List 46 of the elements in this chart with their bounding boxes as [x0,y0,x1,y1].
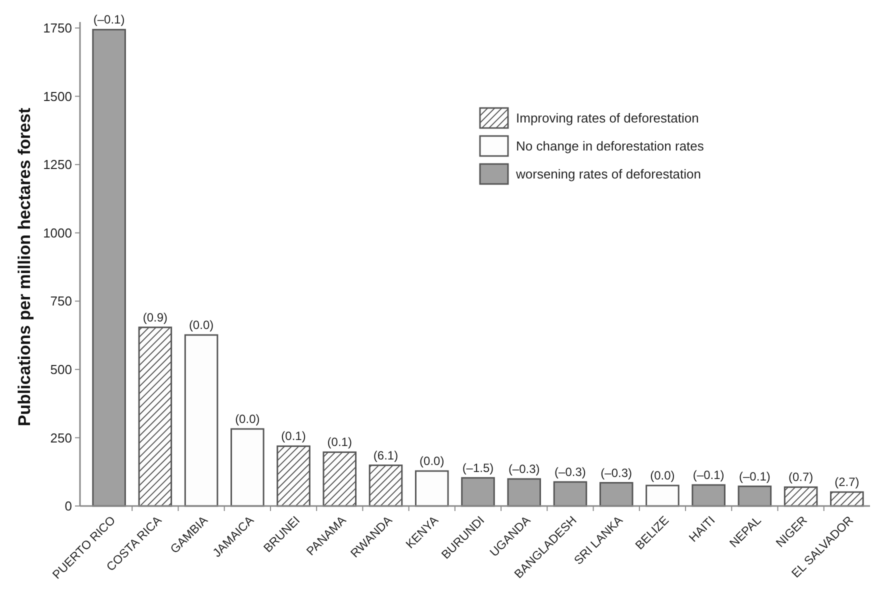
annotation: (–0.3) [508,462,540,476]
annotation: (–0.1) [93,12,125,27]
bar [553,481,588,507]
bar [507,478,542,507]
annotation: (0.7) [788,470,814,484]
bar [414,470,449,507]
y-tick-label: 750 [50,294,72,309]
y-tick-label: 1500 [43,88,72,104]
annotation: (0.1) [281,429,306,444]
y-tick-label: 1250 [43,157,72,172]
y-tick-label: 1000 [43,225,72,240]
legend-label: No change in deforestation rates [516,138,704,154]
bar [184,334,218,507]
bar [322,451,357,507]
bar [830,491,864,507]
bar [92,28,126,507]
annotation: (0.1) [327,435,352,450]
y-axis-title: Publications per million hectares forest [15,107,34,426]
annotation: (–0.3) [600,466,632,480]
annotation: (0.0) [235,412,260,426]
bar [368,464,403,507]
annotation: (6.1) [373,448,398,462]
annotation: (0.0) [188,318,214,332]
bar [461,477,495,507]
bar [692,484,726,507]
legend-label: Improving rates of deforestation [516,110,699,126]
y-tick-label: 500 [50,362,72,377]
annotation: (0.9) [142,310,168,324]
bar [646,484,680,507]
annotation: (–0.3) [554,464,586,479]
y-tick-label: 250 [50,430,72,446]
legend-label: worsening rates of deforestation [515,166,701,182]
bar [276,445,310,507]
annotation: (2.7) [834,475,860,490]
y-tick-label: 0 [64,498,72,514]
bar [784,486,818,507]
annotation: (0.0) [650,468,675,483]
y-tick-label: 1750 [43,20,72,36]
bar [138,326,172,507]
annotation: (–0.1) [739,469,770,484]
bar [738,486,772,507]
bar [599,482,634,507]
annotation: (0.0) [420,454,444,468]
bar [230,428,264,507]
annotation: (–1.5) [462,460,494,475]
annotation: (–0.1) [692,468,724,482]
